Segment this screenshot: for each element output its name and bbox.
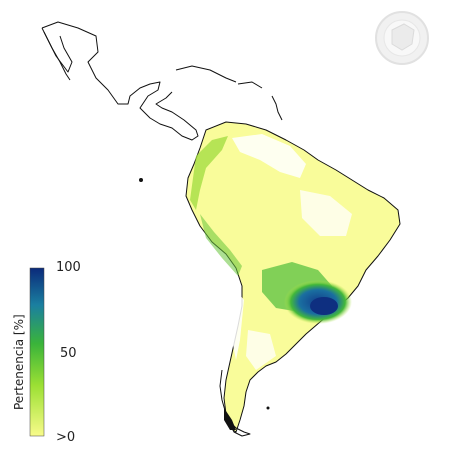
lesser-antilles-coastline [271,95,283,121]
patagonia-patch [246,330,276,370]
andes-edge-patch [232,290,244,360]
east-lowland-patch [300,190,352,236]
amazon-lowland-patch [232,134,306,178]
legend-title: Pertenencia [%] [12,314,26,410]
northern-green-belt [190,136,228,210]
falkland-islands [266,406,270,410]
galapagos-islands [139,178,143,182]
baja-california-coastline [43,31,71,81]
southern-chile-coastline [219,369,227,415]
hispaniola-coastline [237,81,263,89]
legend-tick-mid: 50 [60,346,77,361]
cuba-coastline [175,65,237,83]
southern-tip-dark [224,408,236,430]
legend-color-bar [29,267,45,437]
southeast-core-zone [310,297,338,315]
andean-green-belt [200,214,242,276]
tierra-del-fuego-coastline [227,419,251,437]
seal-logo-icon [375,11,429,65]
central-america-coastline [41,21,199,141]
legend-tick-max: 100 [56,260,81,275]
legend-tick-min: >0 [56,430,76,445]
